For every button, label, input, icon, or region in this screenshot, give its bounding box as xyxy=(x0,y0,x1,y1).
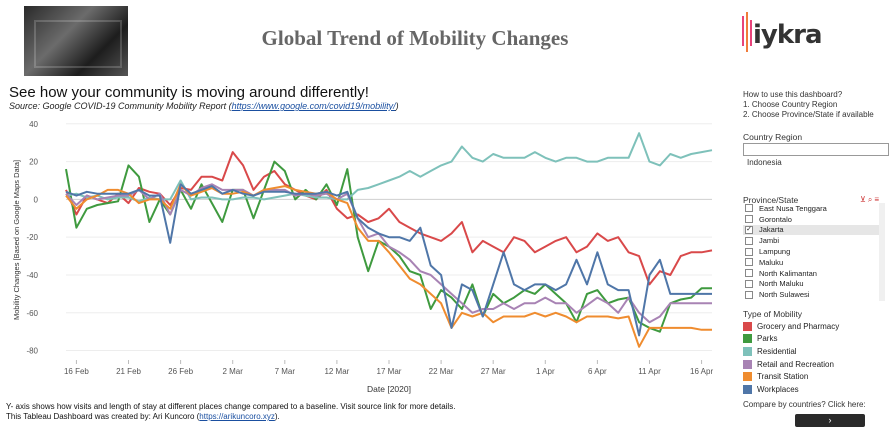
province-item[interactable]: ✓ Jakarta xyxy=(743,225,879,236)
province-checkbox[interactable] xyxy=(745,291,753,299)
province-item[interactable]: North Kalimantan xyxy=(743,268,879,279)
province-item-label: East Nusa Tenggara xyxy=(759,204,827,213)
x-tick-label: 22 Mar xyxy=(429,367,454,376)
y-axis-title: Mobility Changes [Based on Google Maps D… xyxy=(12,160,21,320)
province-item[interactable]: Jambi xyxy=(743,235,879,246)
legend-label: Parks xyxy=(757,334,777,343)
province-item-label: Gorontalo xyxy=(759,215,792,224)
mobility-line-chart: 40 20 0 -20 -40 -60 -80 16 Feb 21 Feb 26 Feb 2 Mar… xyxy=(0,112,730,402)
province-item-label: Jakarta xyxy=(759,225,784,234)
legend-label: Residential xyxy=(757,347,797,356)
series-line-grocery-and-pharmacy xyxy=(66,152,712,284)
x-tick-label: 27 Mar xyxy=(481,367,506,376)
province-item-label: Lampung xyxy=(759,247,790,256)
x-tick-label: 11 Apr xyxy=(638,367,661,376)
x-tick-label: 17 Mar xyxy=(377,367,402,376)
legend-item[interactable]: Residential xyxy=(743,345,839,358)
province-item-label: Maluku xyxy=(759,258,783,267)
province-item[interactable]: East Nusa Tenggara xyxy=(743,203,879,214)
province-checkbox[interactable]: ✓ xyxy=(745,226,753,234)
province-item[interactable]: Lampung xyxy=(743,246,879,257)
x-tick-label: 21 Feb xyxy=(116,367,141,376)
footer-line-2: This Tableau Dashboard was created by: A… xyxy=(6,412,455,422)
legend-item[interactable]: Retail and Recreation xyxy=(743,358,839,371)
y-tick-label: -40 xyxy=(26,271,38,280)
x-tick-label: 16 Apr xyxy=(690,367,713,376)
mobility-legend: Grocery and Pharmacy Parks Residential Reta… xyxy=(743,320,839,396)
province-checkbox[interactable] xyxy=(745,215,753,223)
province-checkbox[interactable] xyxy=(745,248,753,256)
series-line-residential xyxy=(66,133,712,201)
howto-panel: How to use this dashboard? 1. Choose Cou… xyxy=(743,90,874,120)
y-tick-label: -80 xyxy=(26,347,38,356)
page-title: Global Trend of Mobility Changes xyxy=(180,26,650,51)
header-photo xyxy=(24,6,128,76)
legend-swatch xyxy=(743,322,752,331)
province-item[interactable]: Gorontalo xyxy=(743,214,879,225)
legend-label: Transit Station xyxy=(757,372,808,381)
country-region-value[interactable]: Indonesia xyxy=(747,158,782,167)
country-region-input[interactable] xyxy=(743,143,889,156)
province-checkbox[interactable] xyxy=(745,204,753,212)
source-line: Source: Google COVID-19 Community Mobili… xyxy=(9,101,399,111)
x-tick-label: 16 Feb xyxy=(64,367,89,376)
legend-swatch xyxy=(743,372,752,381)
footer: Y- axis shows how visits and length of s… xyxy=(6,402,455,422)
x-tick-label: 7 Mar xyxy=(275,367,296,376)
province-item-label: North Sulawesi xyxy=(759,290,809,299)
province-item-label: North Kalimantan xyxy=(759,269,817,278)
y-tick-label: 0 xyxy=(34,195,39,204)
howto-step-1: 1. Choose Country Region xyxy=(743,100,874,110)
legend-label: Grocery and Pharmacy xyxy=(757,322,839,331)
logo-text: iykra xyxy=(753,20,822,50)
legend-item[interactable]: Transit Station xyxy=(743,370,839,383)
x-tick-label: 2 Mar xyxy=(222,367,243,376)
legend-item[interactable]: Workplaces xyxy=(743,383,839,396)
legend-swatch xyxy=(743,385,752,394)
country-region-label: Country Region xyxy=(743,132,802,142)
province-checkbox[interactable] xyxy=(745,237,753,245)
legend-label: Workplaces xyxy=(757,385,799,394)
legend-label: Retail and Recreation xyxy=(757,360,834,369)
x-tick-label: 1 Apr xyxy=(536,367,555,376)
subtitle: See how your community is moving around … xyxy=(9,84,369,101)
province-item[interactable]: Maluku xyxy=(743,257,879,268)
province-list[interactable]: East Nusa Tenggara Gorontalo ✓ Jakarta Jambi… xyxy=(743,203,879,301)
x-axis-title: Date [2020] xyxy=(367,384,411,394)
y-tick-label: -60 xyxy=(26,309,38,318)
legend-swatch xyxy=(743,347,752,356)
author-link[interactable]: https://arikuncoro.xyz xyxy=(199,412,275,421)
compare-button[interactable]: › xyxy=(795,414,865,427)
province-item-label: Jambi xyxy=(759,236,779,245)
province-item-label: North Maluku xyxy=(759,279,804,288)
howto-step-2: 2. Choose Province/State if available xyxy=(743,110,874,120)
howto-title: How to use this dashboard? xyxy=(743,90,874,100)
legend-swatch xyxy=(743,360,752,369)
province-item[interactable]: North Maluku xyxy=(743,279,879,290)
x-tick-label: 26 Feb xyxy=(168,367,193,376)
y-tick-label: -20 xyxy=(26,233,38,242)
province-checkbox[interactable] xyxy=(745,258,753,266)
y-tick-label: 40 xyxy=(29,120,38,129)
mobility-type-label: Type of Mobility xyxy=(743,309,802,319)
x-tick-label: 6 Apr xyxy=(588,367,607,376)
province-checkbox[interactable] xyxy=(745,269,753,277)
source-link[interactable]: https://www.google.com/covid19/mobility/ xyxy=(232,101,396,111)
province-checkbox[interactable] xyxy=(745,280,753,288)
legend-item[interactable]: Grocery and Pharmacy xyxy=(743,320,839,333)
legend-item[interactable]: Parks xyxy=(743,333,839,346)
footer-line-1: Y- axis shows how visits and length of s… xyxy=(6,402,455,412)
y-tick-label: 20 xyxy=(29,158,38,167)
province-item[interactable]: North Sulawesi xyxy=(743,289,879,300)
province-scrollbar[interactable] xyxy=(879,203,885,301)
compare-text: Compare by countries? Click here: xyxy=(743,400,866,409)
legend-swatch xyxy=(743,334,752,343)
x-tick-label: 12 Mar xyxy=(324,367,349,376)
